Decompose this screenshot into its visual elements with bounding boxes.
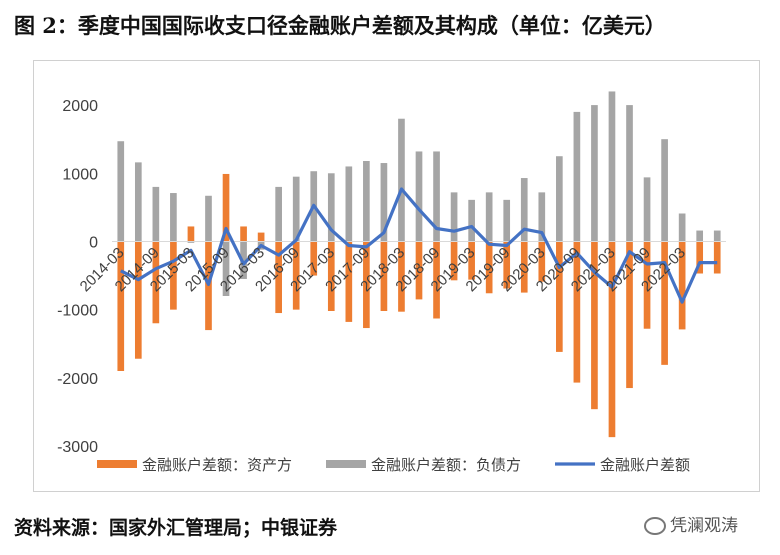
bar-liabilities xyxy=(643,177,651,242)
bar-liabilities xyxy=(152,186,160,242)
bar-liabilities xyxy=(380,163,388,242)
y-tick-label: -1000 xyxy=(57,303,98,320)
bar-assets xyxy=(643,241,651,329)
bar-assets xyxy=(713,241,721,274)
bar-liabilities xyxy=(205,195,212,242)
bar-liabilities xyxy=(222,241,230,296)
bar-assets xyxy=(222,173,230,242)
bar-liabilities xyxy=(468,199,475,242)
legend-label-liabilities: 金融账户差额：负债方 xyxy=(371,456,521,474)
bar-assets xyxy=(468,241,475,280)
bar-liabilities xyxy=(696,230,704,242)
bar-assets xyxy=(310,241,318,276)
bar-liabilities xyxy=(134,162,142,242)
bar-liabilities xyxy=(556,156,563,242)
bar-assets xyxy=(345,241,353,322)
bar-liabilities xyxy=(187,241,195,243)
bar-assets xyxy=(678,241,686,330)
bar-liabilities xyxy=(327,173,335,242)
bar-liabilities xyxy=(398,118,405,242)
bar-assets xyxy=(626,241,633,389)
bar-liabilities xyxy=(450,192,458,242)
bar-liabilities xyxy=(520,178,528,242)
bar-assets xyxy=(433,241,440,319)
bar-assets xyxy=(152,241,160,324)
bar-assets xyxy=(363,241,370,329)
chart-svg: -3000-2000-10000100020002014-032014-0920… xyxy=(57,91,726,474)
bar-liabilities xyxy=(240,241,247,279)
bar-assets xyxy=(591,241,598,410)
bar-liabilities xyxy=(608,91,616,242)
legend-swatch-liabilities xyxy=(326,460,366,468)
bar-assets xyxy=(503,241,511,289)
bar-assets xyxy=(170,241,177,310)
bar-liabilities xyxy=(415,151,423,242)
bar-assets xyxy=(257,232,265,242)
bar-assets xyxy=(485,241,493,294)
bar-liabilities xyxy=(661,139,668,242)
bar-assets xyxy=(538,241,546,282)
watermark: 凭澜观涛 xyxy=(644,511,738,536)
bar-liabilities xyxy=(503,199,511,242)
bar-assets xyxy=(134,241,142,359)
wechat-icon xyxy=(644,517,666,535)
chart-frame: -3000 -2000 -1000 0 1000 2000 2014-03 2014-09 20… xyxy=(33,60,760,492)
bar-assets xyxy=(187,226,195,242)
bar-assets xyxy=(398,241,405,312)
bar-assets xyxy=(415,241,423,300)
bar-liabilities xyxy=(678,213,686,242)
legend-swatch-assets xyxy=(97,460,137,468)
source-note: 资料来源：国家外汇管理局；中银证券 xyxy=(14,517,338,539)
bar-liabilities xyxy=(170,193,177,242)
bar-assets xyxy=(696,241,704,274)
bar-liabilities xyxy=(573,111,581,242)
chart-title: 图 2：季度中国国际收支口径金融账户差额及其构成（单位：亿美元） xyxy=(14,13,666,38)
y-tick-label: 1000 xyxy=(62,166,98,183)
bar-liabilities xyxy=(275,186,282,242)
legend-label-assets: 金融账户差额：资产方 xyxy=(142,456,292,474)
bar-assets xyxy=(275,241,282,314)
bar-liabilities xyxy=(363,161,370,242)
bar-assets xyxy=(573,241,581,383)
bar-liabilities xyxy=(433,151,440,242)
bar-liabilities xyxy=(538,192,546,242)
bar-assets xyxy=(661,241,668,365)
y-tick-label: -2000 xyxy=(57,371,98,388)
y-tick-label: 2000 xyxy=(62,98,98,115)
bar-liabilities xyxy=(591,105,598,242)
bar-assets xyxy=(608,241,616,438)
watermark-text: 凭澜观涛 xyxy=(670,516,738,536)
y-tick-label: -3000 xyxy=(57,439,98,456)
bar-assets xyxy=(450,241,458,281)
bar-liabilities xyxy=(713,230,721,242)
bar-liabilities xyxy=(345,166,353,242)
legend-label-net: 金融账户差额 xyxy=(600,456,690,474)
bar-liabilities xyxy=(117,141,125,242)
bar-assets xyxy=(327,241,335,311)
bar-assets xyxy=(117,241,125,371)
bar-assets xyxy=(520,241,528,293)
bar-liabilities xyxy=(485,192,493,242)
bar-assets xyxy=(556,241,563,352)
bar-assets xyxy=(240,226,247,242)
bar-assets xyxy=(380,241,388,311)
bar-liabilities xyxy=(626,105,633,242)
y-tick-label: 0 xyxy=(89,234,98,251)
bar-liabilities xyxy=(292,176,300,242)
bar-assets xyxy=(292,241,300,310)
